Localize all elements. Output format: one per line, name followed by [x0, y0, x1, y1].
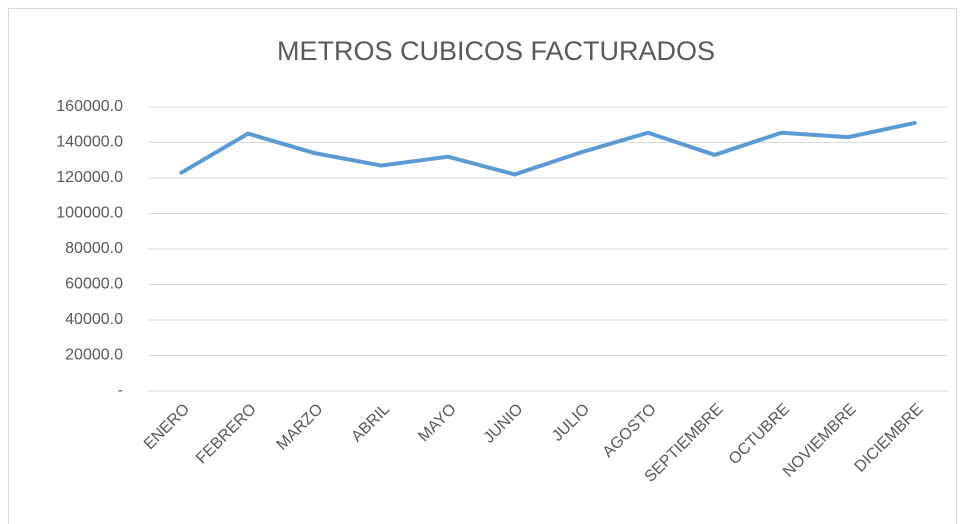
y-tick-label: - [118, 382, 123, 399]
y-tick-label: 160000.0 [56, 98, 123, 115]
y-tick-label: 120000.0 [56, 169, 123, 186]
y-tick-label: 100000.0 [56, 205, 123, 222]
y-tick-label: 40000.0 [65, 311, 123, 328]
chart-frame [8, 8, 957, 524]
chart-title: METROS CUBICOS FACTURADOS [277, 36, 715, 66]
y-tick-label: 60000.0 [65, 276, 123, 293]
y-tick-label: 80000.0 [65, 240, 123, 257]
y-tick-label: 140000.0 [56, 134, 123, 151]
data-line [179, 120, 917, 177]
y-tick-label: 20000.0 [65, 347, 123, 364]
